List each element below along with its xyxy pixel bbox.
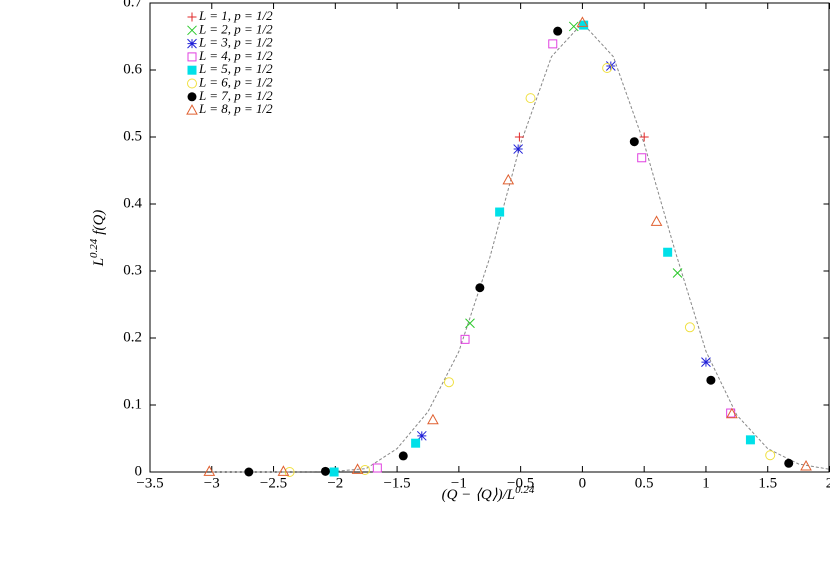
legend-marker	[187, 65, 197, 75]
data-point	[672, 268, 683, 278]
y-axis-label: L0.24 f(Q)	[88, 210, 108, 268]
y-tick-label: 0.6	[123, 61, 142, 77]
legend-marker	[187, 12, 197, 22]
x-label-sup: 0.24	[515, 484, 535, 496]
legend-marker	[187, 92, 197, 102]
x-tick-label: 1	[702, 475, 710, 491]
data-point	[460, 334, 470, 344]
x-tick-label: 0.5	[635, 475, 654, 491]
data-point	[502, 173, 515, 185]
data-point	[398, 451, 408, 461]
data-point	[427, 413, 439, 425]
x-label-text: (Q − ⟨Q⟩)/L	[442, 487, 516, 503]
x-tick-label: −0.5	[507, 475, 534, 491]
data-point	[495, 207, 505, 217]
data-point	[416, 430, 427, 441]
data-point	[553, 26, 563, 36]
data-point	[525, 93, 536, 104]
legend-label: L = 8, p = 1/2	[198, 101, 273, 116]
y-label-text: L	[91, 258, 107, 267]
data-point	[745, 435, 755, 445]
y-tick-label: 0.2	[123, 329, 142, 345]
legend-label: L = 4, p = 1/2	[198, 48, 273, 63]
legend-label: L = 6, p = 1/2	[198, 74, 273, 89]
data-point	[701, 357, 711, 367]
y-tick-label: 0.7	[123, 0, 142, 10]
data-point	[203, 465, 216, 476]
y-label-rest: f(Q)	[91, 210, 107, 235]
data-point	[800, 459, 812, 471]
y-tick-label: 0.3	[123, 262, 142, 278]
data-point	[576, 16, 589, 27]
x-tick-label: 1.5	[758, 475, 777, 491]
data-point	[579, 20, 589, 30]
data-point	[329, 467, 339, 477]
x-tick-label: −2.5	[260, 475, 287, 491]
x-tick-label: −2	[327, 475, 343, 491]
data-point	[650, 215, 663, 226]
legend-marker	[187, 52, 197, 62]
x-tick-label: 2	[826, 475, 830, 491]
data-point	[684, 322, 695, 333]
data-point	[351, 463, 364, 474]
data-point	[372, 463, 382, 473]
legend-marker	[187, 38, 197, 49]
data-point	[548, 39, 558, 49]
x-tick-label: −1.5	[383, 475, 410, 491]
x-tick-label: −1	[451, 475, 467, 491]
data-point	[765, 450, 776, 461]
legend-label: L = 5, p = 1/2	[198, 61, 273, 76]
x-axis-label: (Q − ⟨Q⟩)/L0.24	[442, 484, 535, 504]
data-point	[277, 465, 290, 476]
legend-marker	[187, 25, 197, 36]
y-tick-label: 0.1	[123, 396, 142, 412]
data-point	[465, 318, 475, 329]
data-point	[663, 247, 673, 257]
data-point	[639, 132, 649, 142]
y-tick-label: 0.5	[123, 128, 142, 144]
legend-marker	[186, 104, 198, 115]
data-point	[637, 153, 647, 163]
x-tick-label: −3.5	[136, 475, 163, 491]
x-tick-label: 0	[579, 475, 587, 491]
data-point	[726, 407, 738, 419]
data-point	[784, 458, 794, 468]
data-point	[568, 21, 579, 32]
data-point	[514, 132, 524, 142]
data-point	[320, 466, 330, 476]
data-point	[411, 438, 421, 448]
data-point	[244, 467, 254, 477]
legend-marker	[187, 78, 197, 89]
data-point	[513, 144, 524, 154]
legend-label: L = 1, p = 1/2	[198, 8, 273, 23]
y-tick-label: 0.4	[123, 195, 142, 211]
data-point	[475, 283, 485, 293]
y-tick-label: 0	[135, 463, 143, 479]
data-point	[629, 137, 639, 147]
data-point	[284, 467, 295, 477]
x-tick-label: −3	[204, 475, 220, 491]
plot-frame	[149, 2, 830, 473]
legend-label: L = 7, p = 1/2	[198, 88, 273, 103]
data-point	[443, 377, 454, 388]
data-point	[602, 62, 613, 73]
legend-label: L = 2, p = 1/2	[198, 21, 273, 36]
y-label-sup: 0.24	[88, 238, 100, 258]
data-point	[706, 375, 716, 385]
legend-label: L = 3, p = 1/2	[198, 35, 273, 50]
fit-curve	[211, 22, 830, 473]
